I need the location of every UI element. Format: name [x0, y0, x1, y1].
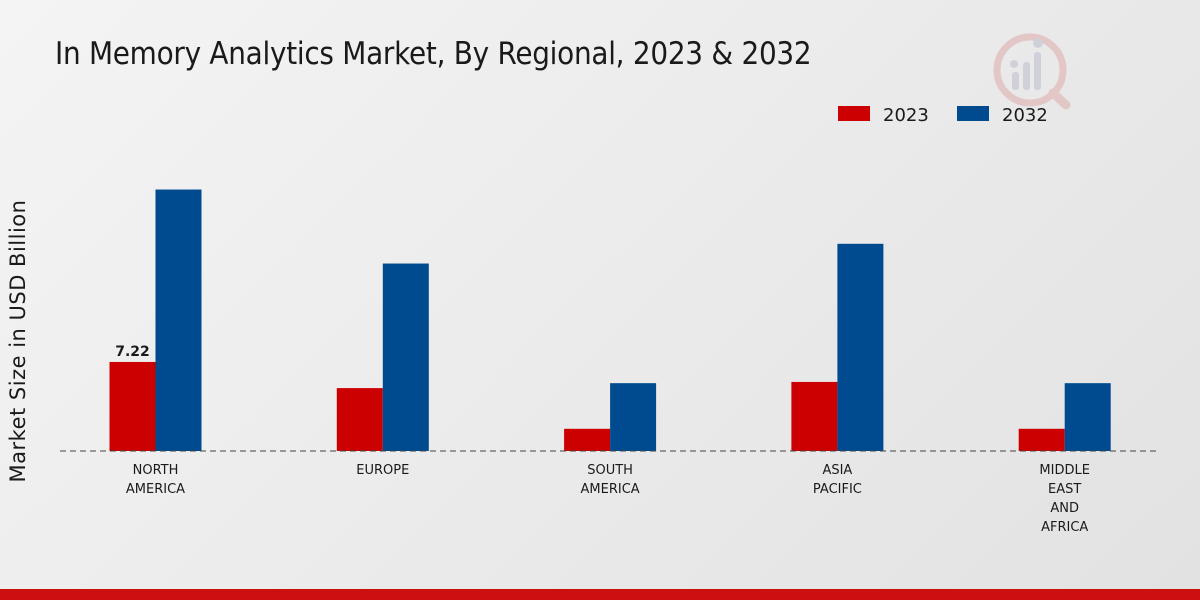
bottom-accent-bar — [0, 589, 1200, 600]
x-tick-label-line: AMERICA — [126, 482, 185, 497]
x-tick-label-line: PACIFIC — [813, 482, 862, 497]
legend-swatch-2032 — [957, 106, 989, 121]
x-tick-label-line: AND — [1050, 501, 1079, 516]
bar-2032-north-america — [155, 189, 202, 452]
x-tick-label-line: SOUTH — [587, 463, 633, 478]
x-tick-label-line: AMERICA — [581, 482, 640, 497]
x-tick-label-north-america: NORTH AMERICA — [126, 463, 185, 497]
x-tick-label-asia-pacific: ASIA PACIFIC — [813, 463, 862, 497]
x-tick-label-line: NORTH — [133, 463, 179, 478]
x-tick-label-line: EUROPE — [356, 463, 409, 478]
y-axis-label: Market Size in USD Billion — [6, 200, 30, 483]
x-tick-label-middle-east-and-africa: MIDDLE EAST AND AFRICA — [1039, 463, 1090, 535]
bar-2023-middle-east-and-africa — [1018, 428, 1065, 451]
x-tick-label-line: EAST — [1048, 482, 1081, 497]
legend-swatch-2023 — [838, 106, 870, 121]
x-tick-label-south-america: SOUTH AMERICA — [581, 463, 640, 497]
x-tick-label-line: AFRICA — [1041, 520, 1088, 535]
x-tick-label-line: MIDDLE — [1039, 463, 1090, 478]
bar-2023-north-america — [109, 361, 156, 451]
bar-2023-asia-pacific — [791, 381, 838, 451]
x-tick-label-europe: EUROPE — [356, 463, 409, 478]
x-tick-label-line: ASIA — [822, 463, 852, 478]
chart-title: In Memory Analytics Market, By Regional,… — [55, 36, 812, 72]
bar-2032-south-america — [610, 383, 657, 451]
legend-label-2032: 2032 — [1002, 105, 1048, 126]
bar-2032-asia-pacific — [837, 243, 884, 451]
watermark-logo-icon — [993, 33, 1071, 110]
data-label-2023: 7.22 — [115, 344, 150, 360]
bar-2032-europe — [382, 263, 429, 451]
bar-2023-europe — [336, 388, 383, 451]
bar-2032-middle-east-and-africa — [1064, 383, 1111, 451]
legend-label-2023: 2023 — [883, 105, 929, 126]
bar-2023-south-america — [564, 428, 611, 451]
